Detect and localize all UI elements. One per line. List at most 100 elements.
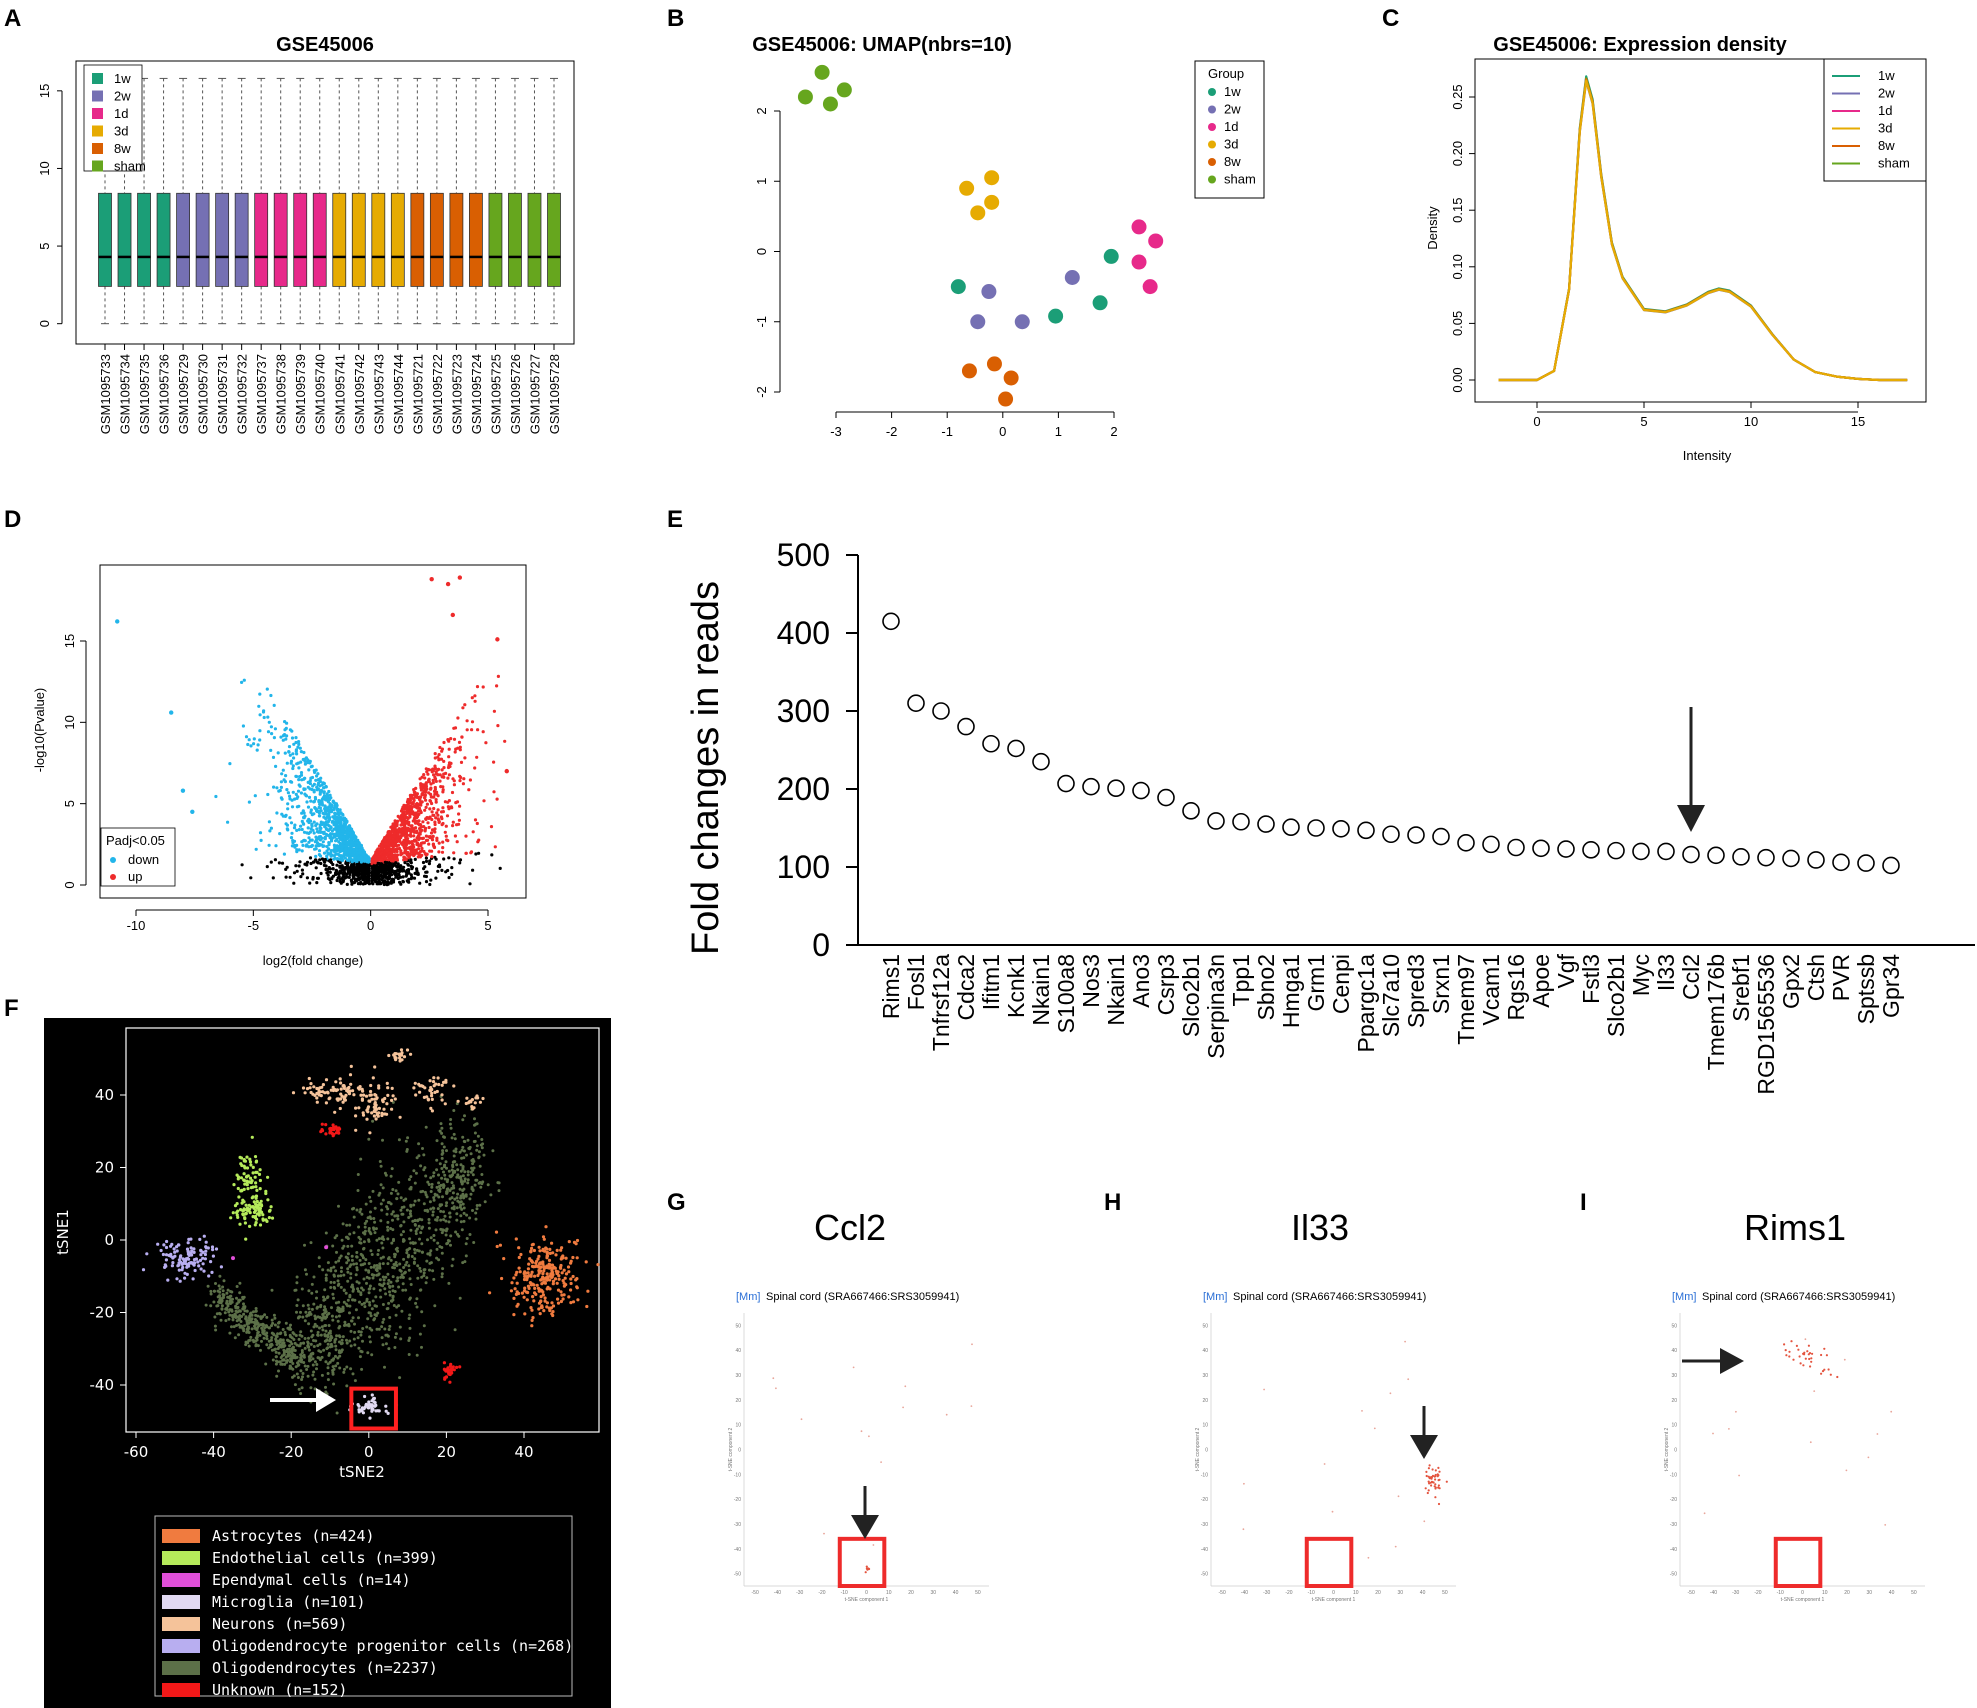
- panel-f-point-oligodendrocyte: [303, 1346, 307, 1350]
- panel-f-point-oligodendrocyte: [335, 1334, 339, 1338]
- panel-d-point: [345, 834, 349, 838]
- panel-f-point-oligodendrocyte: [349, 1367, 353, 1371]
- panel-d-point: [409, 805, 413, 809]
- panel-f-point-astrocyte: [530, 1318, 534, 1322]
- panel-f-point-oligodendrocyte: [329, 1286, 333, 1289]
- panel-f-point-endothelial: [246, 1187, 250, 1191]
- panel-f-point-oligodendrocyte: [380, 1325, 384, 1329]
- panel-d-point: [287, 750, 291, 754]
- panel-d-point: [418, 855, 422, 859]
- panel-e-point: [1357, 821, 1375, 840]
- panel-f-point-oligodendrocyte: [334, 1354, 337, 1358]
- panel-d-point: [429, 795, 433, 799]
- panel-f-point-oligodendrocyte: [310, 1291, 314, 1295]
- panel-f-point-oligodendrocyte: [293, 1383, 297, 1387]
- panel-f-point-oligodendrocyte: [341, 1335, 345, 1339]
- panel-f-point-astrocyte: [551, 1304, 556, 1308]
- panel-f-point-endothelial: [270, 1216, 275, 1220]
- panel-f-point-endothelial: [254, 1194, 258, 1198]
- panel-e-gene-label: Fstl3: [1578, 954, 1604, 1004]
- panel-d-point: [269, 725, 273, 729]
- panel-d-point: [318, 784, 322, 788]
- panel-f-xtick-label: -20: [279, 1443, 304, 1461]
- panel-f-point-oligodendrocyte: [296, 1376, 300, 1379]
- panel-d-point: [314, 854, 318, 859]
- panel-f-point-oligodendrocyte: [387, 1278, 391, 1282]
- panel-d-point: [241, 724, 245, 728]
- panel-f-point-oligodendrocyte: [272, 1313, 276, 1317]
- panel-f-point-oligodendrocyte: [315, 1363, 319, 1366]
- panel-d-point: [358, 876, 362, 880]
- panel-f-point-oligodendrocyte: [432, 1234, 436, 1237]
- panel-f-point-astrocyte: [515, 1281, 519, 1285]
- panel-d-point: [409, 834, 413, 838]
- panel-f-point-oligodendrocyte: [358, 1300, 361, 1304]
- panel-f-point-oligodendrocyte: [348, 1293, 352, 1297]
- panel-f-point-astrocyte: [545, 1277, 550, 1281]
- panel-b-legend-label: sham: [1224, 172, 1256, 187]
- panel-f-point-oligodendrocyte: [337, 1334, 341, 1338]
- panel-f-point-oligodendrocyte: [386, 1262, 390, 1266]
- panel-f-point-oligodendrocyte: [308, 1354, 312, 1358]
- panel-d-point: [430, 801, 434, 806]
- panel-d-point: [441, 821, 445, 826]
- panel-d-point: [313, 858, 318, 862]
- panel-d-point: [288, 794, 292, 798]
- panel-d-point: [261, 710, 266, 714]
- panel-f-point-oligodendrocyte: [375, 1238, 379, 1242]
- panel-d-point: [333, 827, 338, 831]
- panel-d-point: [442, 766, 446, 770]
- panel-f-point-oligodendrocyte: [351, 1372, 355, 1376]
- panel-d-point: [365, 866, 369, 870]
- panel-f-point-oligodendrocyte: [427, 1226, 431, 1230]
- panel-e-gene-label: Tmem97: [1453, 954, 1479, 1045]
- panel-d-point: [303, 762, 307, 766]
- panel-d-point: [266, 715, 270, 719]
- panel-d-point: [404, 829, 408, 833]
- panel-f-point-oligodendrocyte: [301, 1372, 305, 1375]
- panel-f-point-astrocyte: [550, 1301, 554, 1305]
- panel-d-point: [284, 726, 288, 731]
- panel-f-point-endothelial: [245, 1179, 249, 1183]
- panel-f-point-oligodendrocyte: [431, 1210, 435, 1214]
- panel-d-point: [404, 821, 408, 825]
- panel-d-point: [452, 783, 456, 787]
- panel-f-point-oligodendrocyte: [436, 1207, 440, 1211]
- panel-f-point-oligodendrocyte: [307, 1289, 311, 1293]
- panel-f-point-oligodendrocyte: [327, 1324, 331, 1327]
- panel-d-point: [280, 861, 285, 865]
- panel-d-point: [383, 839, 387, 843]
- panel-f-point-oligodendrocyte: [440, 1203, 444, 1207]
- panel-d-point: [345, 840, 349, 844]
- panel-f-point-astrocyte: [557, 1277, 561, 1281]
- panel-d-point: [315, 809, 319, 814]
- panel-d-point: [347, 875, 351, 880]
- panel-f-point-oligodendrocyte: [420, 1345, 423, 1349]
- panel-d-point: [399, 823, 403, 827]
- panel-f-point-oligodendrocyte: [371, 1276, 375, 1280]
- panel-f-point-oligodendrocyte: [360, 1367, 364, 1371]
- panel-a-xtick-label: GSM1095735: [137, 354, 152, 434]
- panel-f-point-oligodendrocyte: [402, 1205, 406, 1209]
- panel-f-point-oligodendrocyte: [356, 1336, 360, 1340]
- panel-d-point: [348, 850, 352, 854]
- panel-f-point-oligodendrocyte: [337, 1204, 340, 1208]
- panel-f-point-oligodendrocyte: [391, 1218, 394, 1222]
- panel-f-point-oligodendrocyte: [358, 1258, 362, 1262]
- panel-a-xtick-label: GSM1095729: [176, 354, 191, 434]
- panel-f-point-astrocyte: [550, 1275, 554, 1279]
- panel-d-point: [456, 716, 460, 720]
- panel-f-point-oligodendrocyte: [365, 1219, 369, 1223]
- panel-d-point: [402, 810, 406, 814]
- panel-f-point-oligodendrocyte: [339, 1270, 343, 1273]
- panel-f-point-oligodendrocyte: [330, 1306, 333, 1310]
- panel-a-ytick-label: 0: [37, 320, 52, 327]
- panel-f-point-oligodendrocyte: [464, 1254, 468, 1258]
- panel-d-point: [347, 856, 351, 860]
- panel-d-point: [467, 788, 471, 792]
- panel-f-point-oligodendrocyte: [408, 1326, 412, 1330]
- panel-d-point: [457, 740, 462, 745]
- panel-f-point-oligodendrocyte: [384, 1292, 388, 1296]
- panel-d-point: [360, 857, 364, 862]
- panel-f-point-oligodendrocyte: [358, 1355, 362, 1359]
